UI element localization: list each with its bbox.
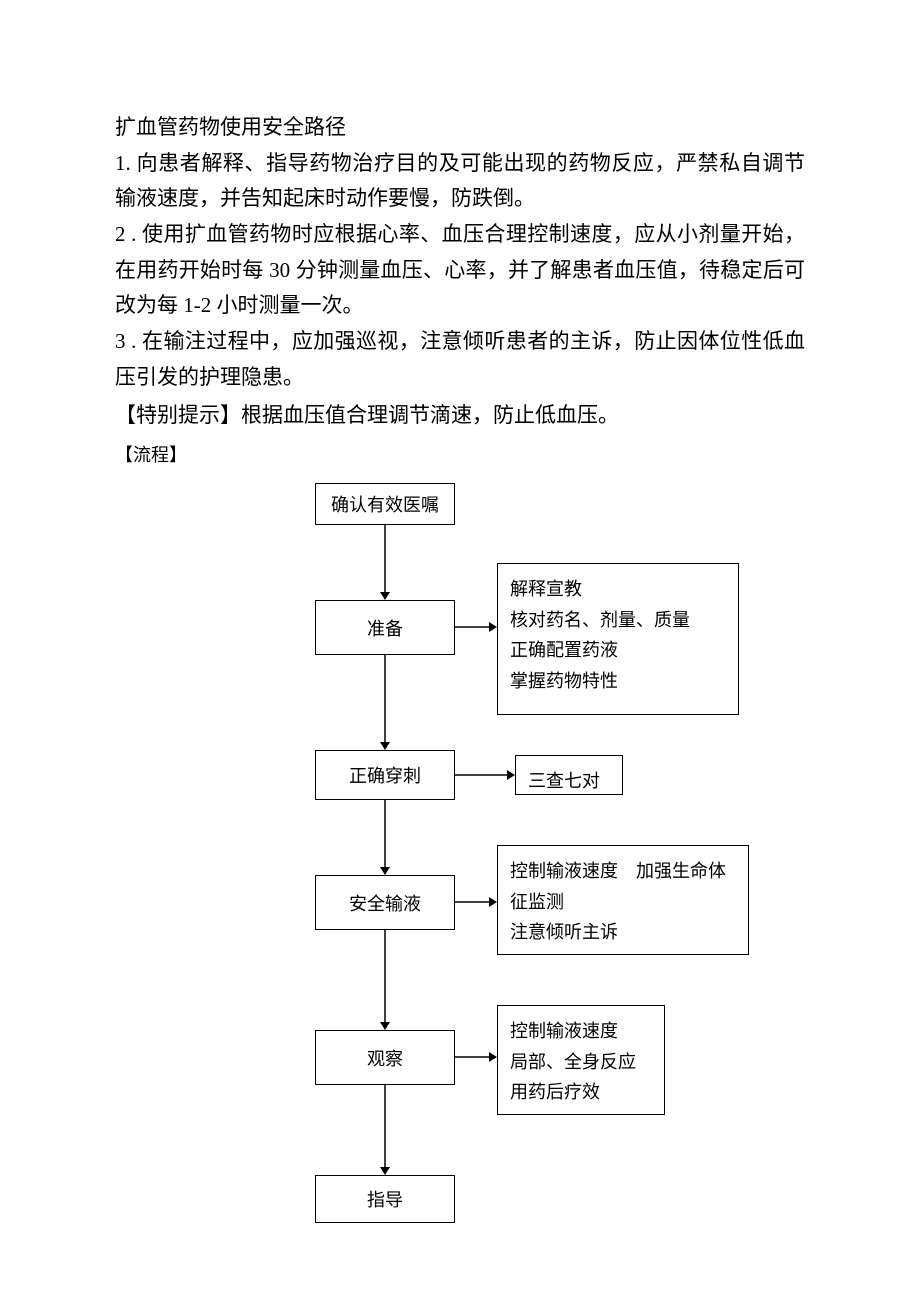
flow-detail-line: 掌握药物特性 [510, 666, 726, 697]
flow-node-n4: 安全输液 [315, 875, 455, 930]
flow-detail-line: 三查七对 [528, 766, 610, 797]
flow-detail-d3: 三查七对 [515, 755, 623, 795]
flow-label: 【流程】 [115, 441, 805, 467]
flow-detail-d4: 控制输液速度 加强生命体征监测注意倾听主诉 [497, 845, 749, 955]
flow-node-n6: 指导 [315, 1175, 455, 1223]
flow-detail-line: 核对药名、剂量、质量 [510, 605, 726, 636]
paragraph-2: 2 . 使用扩血管药物时应根据心率、血压合理控制速度，应从小剂量开始，在用药开始… [115, 217, 805, 324]
flow-node-n2: 准备 [315, 600, 455, 655]
flow-detail-line: 局部、全身反应 [510, 1047, 652, 1078]
flow-detail-line: 解释宣教 [510, 574, 726, 605]
flow-node-n5: 观察 [315, 1030, 455, 1085]
paragraph-3: 3 . 在输注过程中，应加强巡视，注意倾听患者的主诉，防止因体位性低血压引发的护… [115, 324, 805, 395]
flow-detail-d5: 控制输液速度局部、全身反应用药后疗效 [497, 1005, 665, 1115]
flow-detail-line: 注意倾听主诉 [510, 917, 736, 948]
doc-title: 扩血管药物使用安全路径 [115, 110, 805, 146]
flow-detail-d2: 解释宣教核对药名、剂量、质量正确配置药液掌握药物特性 [497, 563, 739, 715]
flowchart-container: 确认有效医嘱准备正确穿刺安全输液观察指导 解释宣教核对药名、剂量、质量正确配置药液… [210, 475, 755, 1225]
flow-node-n3: 正确穿刺 [315, 750, 455, 800]
flow-detail-line: 用药后疗效 [510, 1077, 652, 1108]
paragraph-1: 1. 向患者解释、指导药物治疗目的及可能出现的药物反应，严禁私自调节输液速度，并… [115, 146, 805, 217]
special-tip: 【特别提示】根据血压值合理调节滴速，防止低血压。 [115, 398, 805, 434]
flow-node-n1: 确认有效医嘱 [315, 483, 455, 525]
flow-detail-line: 正确配置药液 [510, 635, 726, 666]
flow-detail-line: 控制输液速度 加强生命体征监测 [510, 856, 736, 917]
flow-detail-line: 控制输液速度 [510, 1016, 652, 1047]
